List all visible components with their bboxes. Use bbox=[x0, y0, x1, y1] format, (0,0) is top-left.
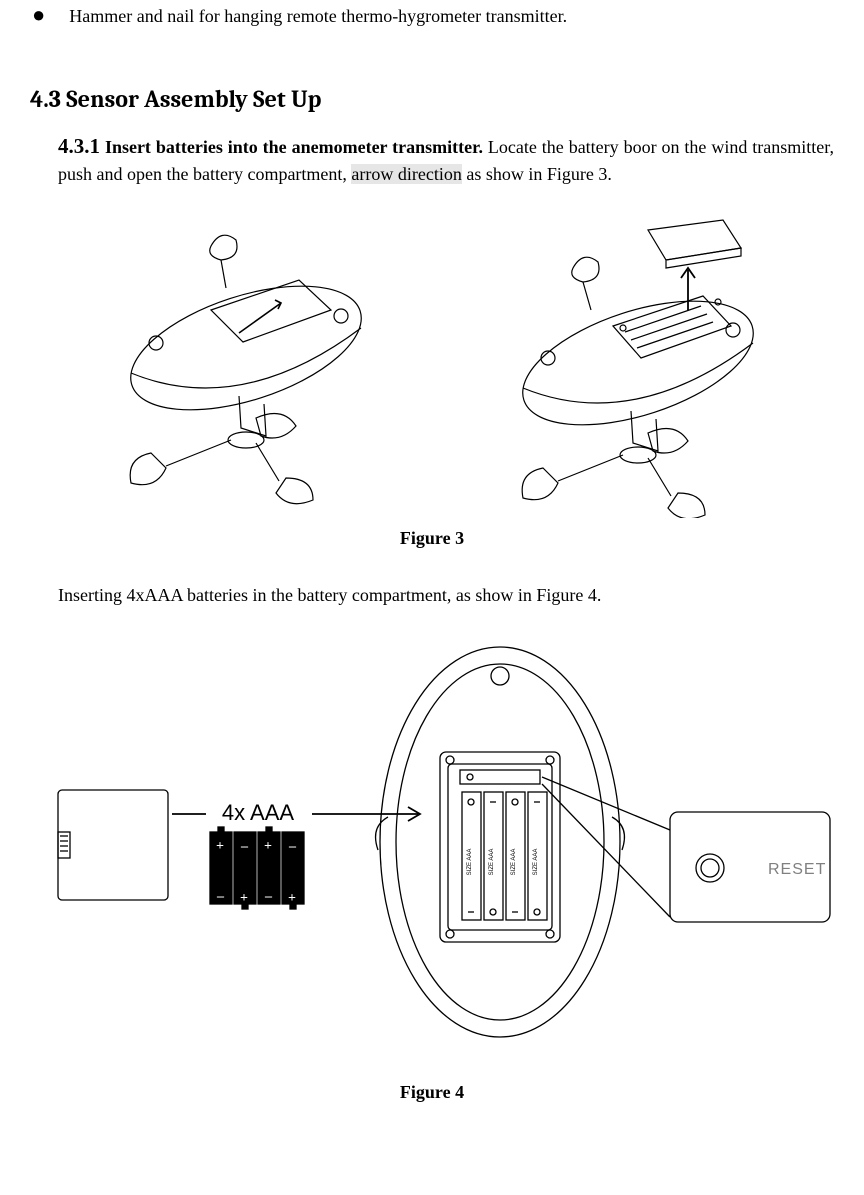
battery-count-label: 4x AAA bbox=[222, 800, 294, 825]
battery-label-4: SIZE AAA bbox=[533, 848, 539, 875]
bullet-text: Hammer and nail for hanging remote therm… bbox=[69, 6, 567, 27]
svg-text:–: – bbox=[216, 889, 225, 904]
battery-label-3: SIZE AAA bbox=[511, 848, 517, 875]
reset-label: RESET bbox=[768, 861, 826, 878]
bullet-dot: ● bbox=[32, 4, 45, 26]
figure-4-caption: Figure 4 bbox=[30, 1082, 834, 1103]
subsection-paragraph: 4.3.1 Insert batteries into the anemomet… bbox=[58, 131, 834, 188]
anemometer-closed-icon bbox=[61, 218, 401, 518]
anemometer-open-icon bbox=[463, 218, 803, 518]
subsection-text2: as show in Figure 3. bbox=[462, 164, 612, 184]
svg-text:–: – bbox=[264, 889, 273, 904]
svg-text:–: – bbox=[288, 839, 297, 854]
battery-label-2: SIZE AAA bbox=[489, 848, 495, 875]
figure-4-wrap: + + + + – – – – bbox=[30, 612, 834, 1052]
figure-3-row bbox=[30, 218, 834, 518]
figure-3-caption: Figure 3 bbox=[30, 528, 834, 549]
highlight-text: arrow direction bbox=[351, 164, 461, 184]
bullet-item: ● Hammer and nail for hanging remote the… bbox=[32, 4, 834, 27]
svg-text:+: + bbox=[288, 891, 296, 906]
svg-text:+: + bbox=[240, 891, 248, 906]
svg-text:+: + bbox=[264, 839, 272, 854]
subsection-bold: Insert batteries into the anemometer tra… bbox=[105, 137, 483, 157]
section-heading: 4.3 Sensor Assembly Set Up bbox=[30, 85, 834, 113]
svg-text:+: + bbox=[216, 839, 224, 854]
paragraph-2: Inserting 4xAAA batteries in the battery… bbox=[58, 585, 834, 606]
subsection-number: 4.3.1 bbox=[58, 134, 100, 158]
battery-label-1: SIZE AAA bbox=[467, 848, 473, 875]
svg-text:–: – bbox=[240, 839, 249, 854]
figure-4-diagram: + + + + – – – – bbox=[30, 612, 834, 1052]
